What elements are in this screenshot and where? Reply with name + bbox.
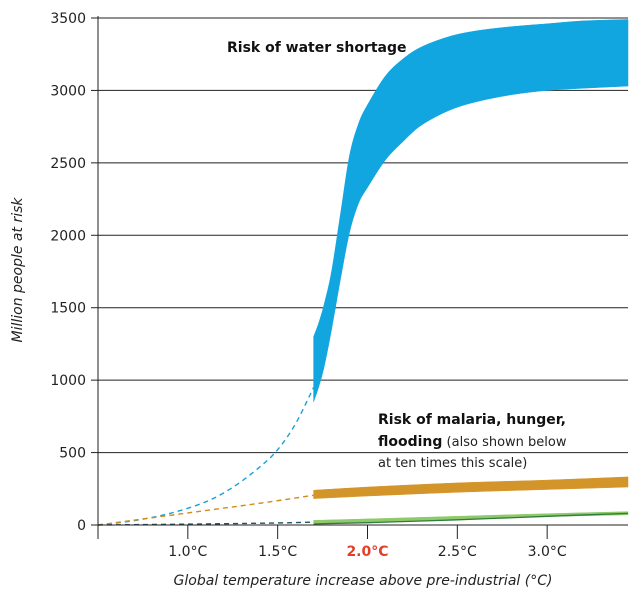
y-tick-label-3000: 3000: [50, 83, 86, 99]
series-band-malaria: [313, 476, 629, 499]
y-axis-title: Million people at risk: [10, 197, 26, 343]
y-tick-label-1500: 1500: [50, 301, 86, 317]
malaria-label-line-2: flooding (also shown below: [378, 434, 567, 450]
y-tick-label-3500: 3500: [50, 11, 86, 27]
y-tick-label-0: 0: [77, 518, 86, 534]
malaria-label-flooding: flooding: [378, 434, 442, 450]
y-tick-label-500: 500: [59, 446, 86, 462]
label-layer: 0 500 1000 1500 2000 2500 3000 3500 1.0°C 1.5°C 2.…: [50, 11, 567, 560]
x-tick-label-1.5: 1.5°C: [258, 544, 297, 560]
x-axis-title: Global temperature increase above pre-in…: [174, 573, 553, 589]
axis-layer: [91, 16, 628, 539]
x-tick-label-2: 2.0°C: [346, 544, 388, 560]
y-tick-label-2000: 2000: [50, 228, 86, 244]
x-tick-label-3: 3.0°C: [528, 544, 567, 560]
malaria-label-line-1: Risk of malaria, hunger,: [378, 412, 566, 428]
malaria-label-also-shown: (also shown below: [442, 435, 566, 450]
x-tick-label-2.5: 2.5°C: [438, 544, 477, 560]
water-shortage-label: Risk of water shortage: [227, 40, 407, 56]
series-band-water: [313, 19, 629, 402]
x-tick-label-1: 1.0°C: [168, 544, 207, 560]
series-dashed-water_dashed: [97, 387, 315, 526]
series-layer: [97, 19, 629, 526]
y-tick-label-2500: 2500: [50, 156, 86, 172]
malaria-label-line-3: at ten times this scale): [378, 456, 527, 471]
series-dashed-malaria_dashed: [97, 494, 314, 526]
series-band-green: [313, 511, 629, 524]
y-tick-label-1000: 1000: [50, 373, 86, 389]
series-line-green_line: [313, 512, 629, 525]
